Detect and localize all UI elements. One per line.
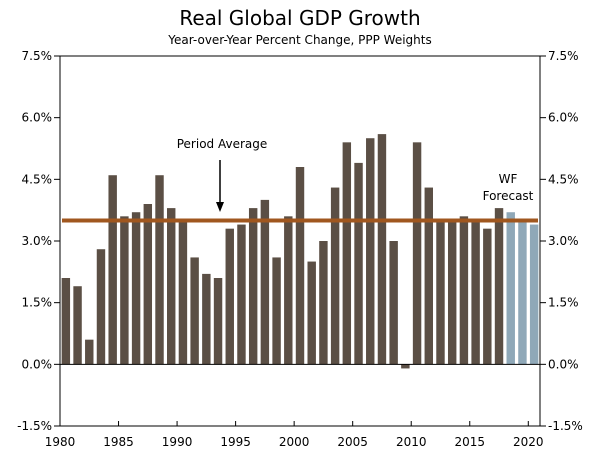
bar-1984: [108, 175, 117, 365]
bar-2016: [483, 228, 492, 365]
bar-2015: [471, 220, 480, 365]
chart-subtitle: Year-over-Year Percent Change, PPP Weigh…: [167, 33, 431, 47]
right-ytick-label: 6.0%: [548, 111, 579, 125]
bar-2017: [494, 208, 504, 365]
bar-2000: [295, 167, 305, 365]
bar-2012: [436, 220, 445, 365]
forecast-bar-2018: [506, 212, 515, 365]
bar-1993: [213, 278, 223, 365]
right-ytick-label: -1.5%: [548, 419, 583, 433]
bar-1991: [190, 257, 199, 365]
right-ytick-label: 1.5%: [548, 296, 579, 310]
bar-2004: [342, 142, 352, 365]
xtick-label: 2020: [513, 435, 544, 449]
bar-1990: [178, 220, 188, 365]
bar-2003: [330, 187, 340, 365]
bar-2009: [401, 364, 410, 369]
xtick-label: 2005: [337, 435, 368, 449]
xtick-label: 1995: [220, 435, 251, 449]
left-ytick-label: -1.5%: [17, 419, 52, 433]
bar-2002: [319, 241, 328, 365]
left-ytick-label: 1.5%: [22, 296, 53, 310]
right-ytick-label: 0.0%: [548, 357, 579, 371]
left-ytick-label: 4.5%: [22, 172, 53, 186]
bar-1982: [85, 339, 94, 365]
right-axis: -1.5% 0.0% 1.5% 3.0% 4.5% 6.0% 7.5%: [540, 49, 583, 433]
arrow-head-icon: [216, 202, 224, 212]
bar-1983: [96, 249, 106, 365]
bar-2014: [459, 216, 469, 365]
right-ytick-label: 3.0%: [548, 234, 579, 248]
bar-1980: [61, 278, 71, 365]
forecast-label-line2: Forecast: [483, 189, 534, 203]
bar-1998: [272, 257, 281, 365]
left-ytick-label: 0.0%: [22, 357, 53, 371]
bars-group: [61, 134, 539, 369]
forecast-bar-2020: [529, 224, 539, 365]
right-ytick-label: 4.5%: [548, 172, 579, 186]
bar-2008: [389, 241, 398, 365]
bar-2011: [424, 187, 433, 365]
bar-2007: [377, 134, 387, 365]
left-axis: -1.5% 0.0% 1.5% 3.0% 4.5% 6.0% 7.5%: [17, 49, 60, 433]
xtick-label: 2000: [279, 435, 310, 449]
bar-1996: [248, 208, 258, 365]
bar-1985: [120, 216, 129, 365]
bar-1999: [284, 216, 293, 365]
xtick-label: 2010: [396, 435, 427, 449]
left-ytick-label: 7.5%: [22, 49, 53, 63]
forecast-label-line1: WF: [499, 172, 518, 186]
bar-1986: [131, 212, 141, 365]
bar-2005: [354, 162, 363, 365]
left-ytick-label: 3.0%: [22, 234, 53, 248]
xtick-label: 1990: [162, 435, 193, 449]
xtick-label: 1985: [103, 435, 134, 449]
bar-2006: [366, 138, 375, 365]
bar-2010: [412, 142, 422, 365]
bar-2013: [447, 220, 457, 365]
xtick-label: 1980: [45, 435, 76, 449]
chart-title: Real Global GDP Growth: [179, 6, 420, 30]
left-ytick-label: 6.0%: [22, 111, 53, 125]
bar-1988: [155, 175, 164, 365]
x-axis: 1980 1985 1990 1995 2000 2005 2010 2015 2020: [45, 421, 544, 449]
forecast-bar-2019: [518, 220, 527, 365]
bar-1989: [167, 208, 176, 365]
bar-1994: [225, 228, 234, 365]
bar-1987: [143, 204, 153, 365]
bar-1981: [73, 286, 82, 365]
xtick-label: 2015: [454, 435, 485, 449]
bar-1992: [202, 273, 211, 365]
period-average-label: Period Average: [177, 137, 268, 151]
bar-1997: [260, 199, 270, 365]
bar-2001: [307, 261, 316, 365]
bar-1995: [237, 224, 246, 365]
right-ytick-label: 7.5%: [548, 49, 579, 63]
